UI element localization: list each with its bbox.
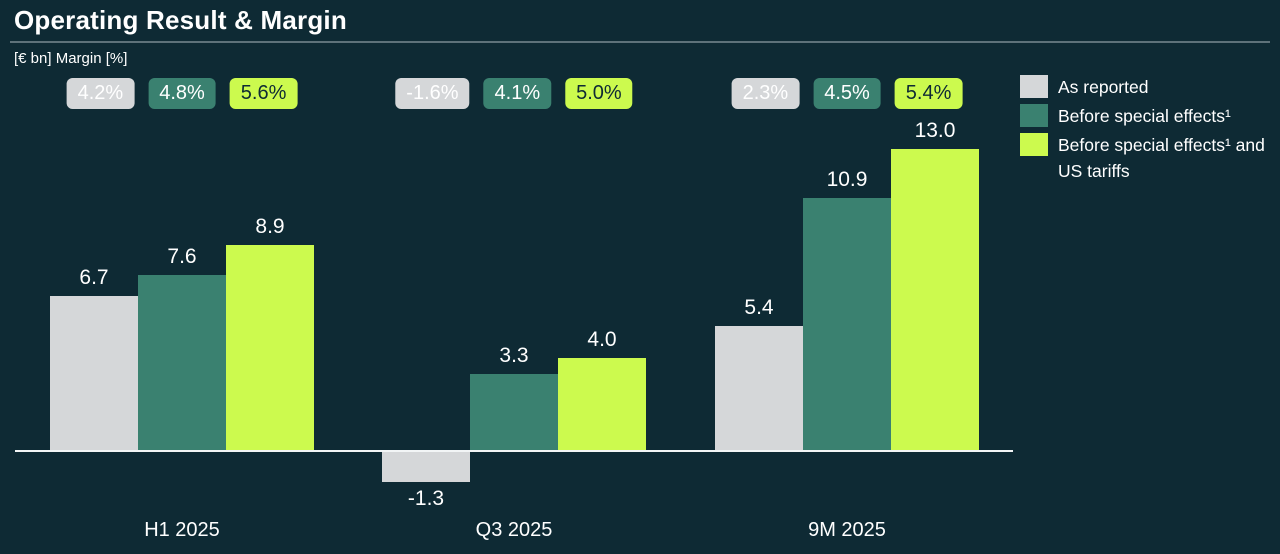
legend-label: Before special effects¹ (1058, 106, 1231, 126)
margin-badge: 4.2% (66, 78, 135, 109)
legend-label: As reported (1058, 77, 1149, 97)
legend-item-before-special-effects: Before special effects¹ (1020, 103, 1270, 129)
category-label: H1 2025 (144, 519, 220, 541)
value-label: 7.6 (167, 245, 197, 268)
category-label: Q3 2025 (475, 519, 553, 541)
legend-swatch-before-special-effects-and-us-tariffs (1020, 133, 1048, 156)
margin-badge: 5.0% (565, 78, 633, 109)
bar-positive (470, 374, 558, 451)
bar-positive (50, 296, 138, 451)
value-label: 5.4 (744, 296, 774, 319)
margin-badge: 4.8% (148, 78, 216, 109)
value-label: 6.7 (79, 266, 109, 289)
title-divider (10, 41, 1270, 43)
bar-negative (382, 452, 470, 482)
legend-item-before-special-effects-and-us-tariffs: Before special effects¹ and US tariffs (1020, 132, 1270, 184)
margin-badge: 4.5% (813, 78, 881, 109)
margin-badge-row: 2.3% 4.5% 5.4% (731, 78, 963, 109)
category-label: 9M 2025 (808, 519, 886, 541)
legend-label: Before special effects¹ and US tariffs (1058, 135, 1265, 181)
legend-swatch-before-special-effects (1020, 104, 1048, 127)
value-label: -1.3 (407, 487, 445, 510)
value-label: 4.0 (587, 328, 617, 351)
margin-badge-row: -1.6% 4.1% 5.0% (395, 78, 633, 109)
page-title: Operating Result & Margin (14, 5, 347, 35)
margin-badge: 2.3% (731, 78, 800, 109)
margin-badge: 5.4% (894, 78, 963, 109)
value-label: 13.0 (914, 119, 956, 142)
bar-positive (226, 245, 314, 451)
axis-units-label: [€ bn] Margin [%] (14, 50, 128, 67)
value-label: 3.3 (499, 344, 529, 367)
legend-item-as-reported: As reported (1020, 74, 1270, 100)
margin-badge: 4.1% (483, 78, 552, 109)
legend: As reported Before special effects¹ Befo… (1020, 74, 1270, 187)
bar-positive (803, 198, 891, 451)
legend-swatch-as-reported (1020, 75, 1048, 98)
margin-badge: -1.6% (395, 78, 470, 109)
bar-positive (891, 149, 979, 451)
bar-positive (138, 275, 226, 451)
x-axis-line (15, 450, 1013, 452)
bar-positive (558, 358, 646, 451)
value-label: 8.9 (255, 215, 285, 238)
value-label: 10.9 (826, 168, 868, 191)
bar-positive (715, 326, 803, 451)
margin-badge: 5.6% (229, 78, 298, 109)
margin-badge-row: 4.2% 4.8% 5.6% (66, 78, 298, 109)
